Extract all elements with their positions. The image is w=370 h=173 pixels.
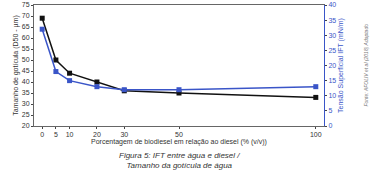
svg-text:60: 60 — [22, 34, 30, 41]
svg-text:0: 0 — [40, 131, 44, 138]
svg-text:Fonte: AFOLIV et al (2018) Ada: Fonte: AFOLIV et al (2018) Adaptado — [363, 24, 369, 107]
svg-text:40: 40 — [328, 1, 336, 8]
svg-text:Figura 5: IFT entre água e die: Figura 5: IFT entre água e diesel /Taman… — [119, 151, 240, 170]
svg-text:20: 20 — [22, 122, 30, 129]
svg-text:20: 20 — [93, 131, 101, 138]
svg-text:45: 45 — [22, 67, 30, 74]
svg-text:75: 75 — [22, 1, 30, 8]
svg-text:100: 100 — [310, 131, 322, 138]
svg-text:40: 40 — [22, 78, 30, 85]
svg-text:70: 70 — [22, 12, 30, 19]
svg-text:35: 35 — [22, 89, 30, 96]
svg-text:Tamanho de gotícula (D50 - µm): Tamanho de gotícula (D50 - µm) — [12, 15, 20, 116]
svg-text:35: 35 — [328, 17, 336, 24]
svg-text:10: 10 — [328, 92, 336, 99]
svg-text:30: 30 — [120, 131, 128, 138]
svg-text:0: 0 — [328, 122, 332, 129]
svg-text:25: 25 — [22, 111, 30, 118]
svg-text:65: 65 — [22, 23, 30, 30]
svg-text:5: 5 — [54, 131, 58, 138]
svg-text:Porcentagem de biodiesel em re: Porcentagem de biodiesel em relação ao d… — [91, 138, 267, 146]
svg-text:15: 15 — [328, 77, 336, 84]
svg-text:30: 30 — [22, 100, 30, 107]
svg-text:55: 55 — [22, 45, 30, 52]
svg-text:50: 50 — [22, 56, 30, 63]
svg-text:Tensão Superficial IFT (mN/m): Tensão Superficial IFT (mN/m) — [337, 18, 345, 113]
svg-text:30: 30 — [328, 32, 336, 39]
svg-text:10: 10 — [66, 131, 74, 138]
svg-text:50: 50 — [175, 131, 183, 138]
svg-text:25: 25 — [328, 47, 336, 54]
svg-text:20: 20 — [328, 62, 336, 69]
svg-text:5: 5 — [328, 107, 332, 114]
